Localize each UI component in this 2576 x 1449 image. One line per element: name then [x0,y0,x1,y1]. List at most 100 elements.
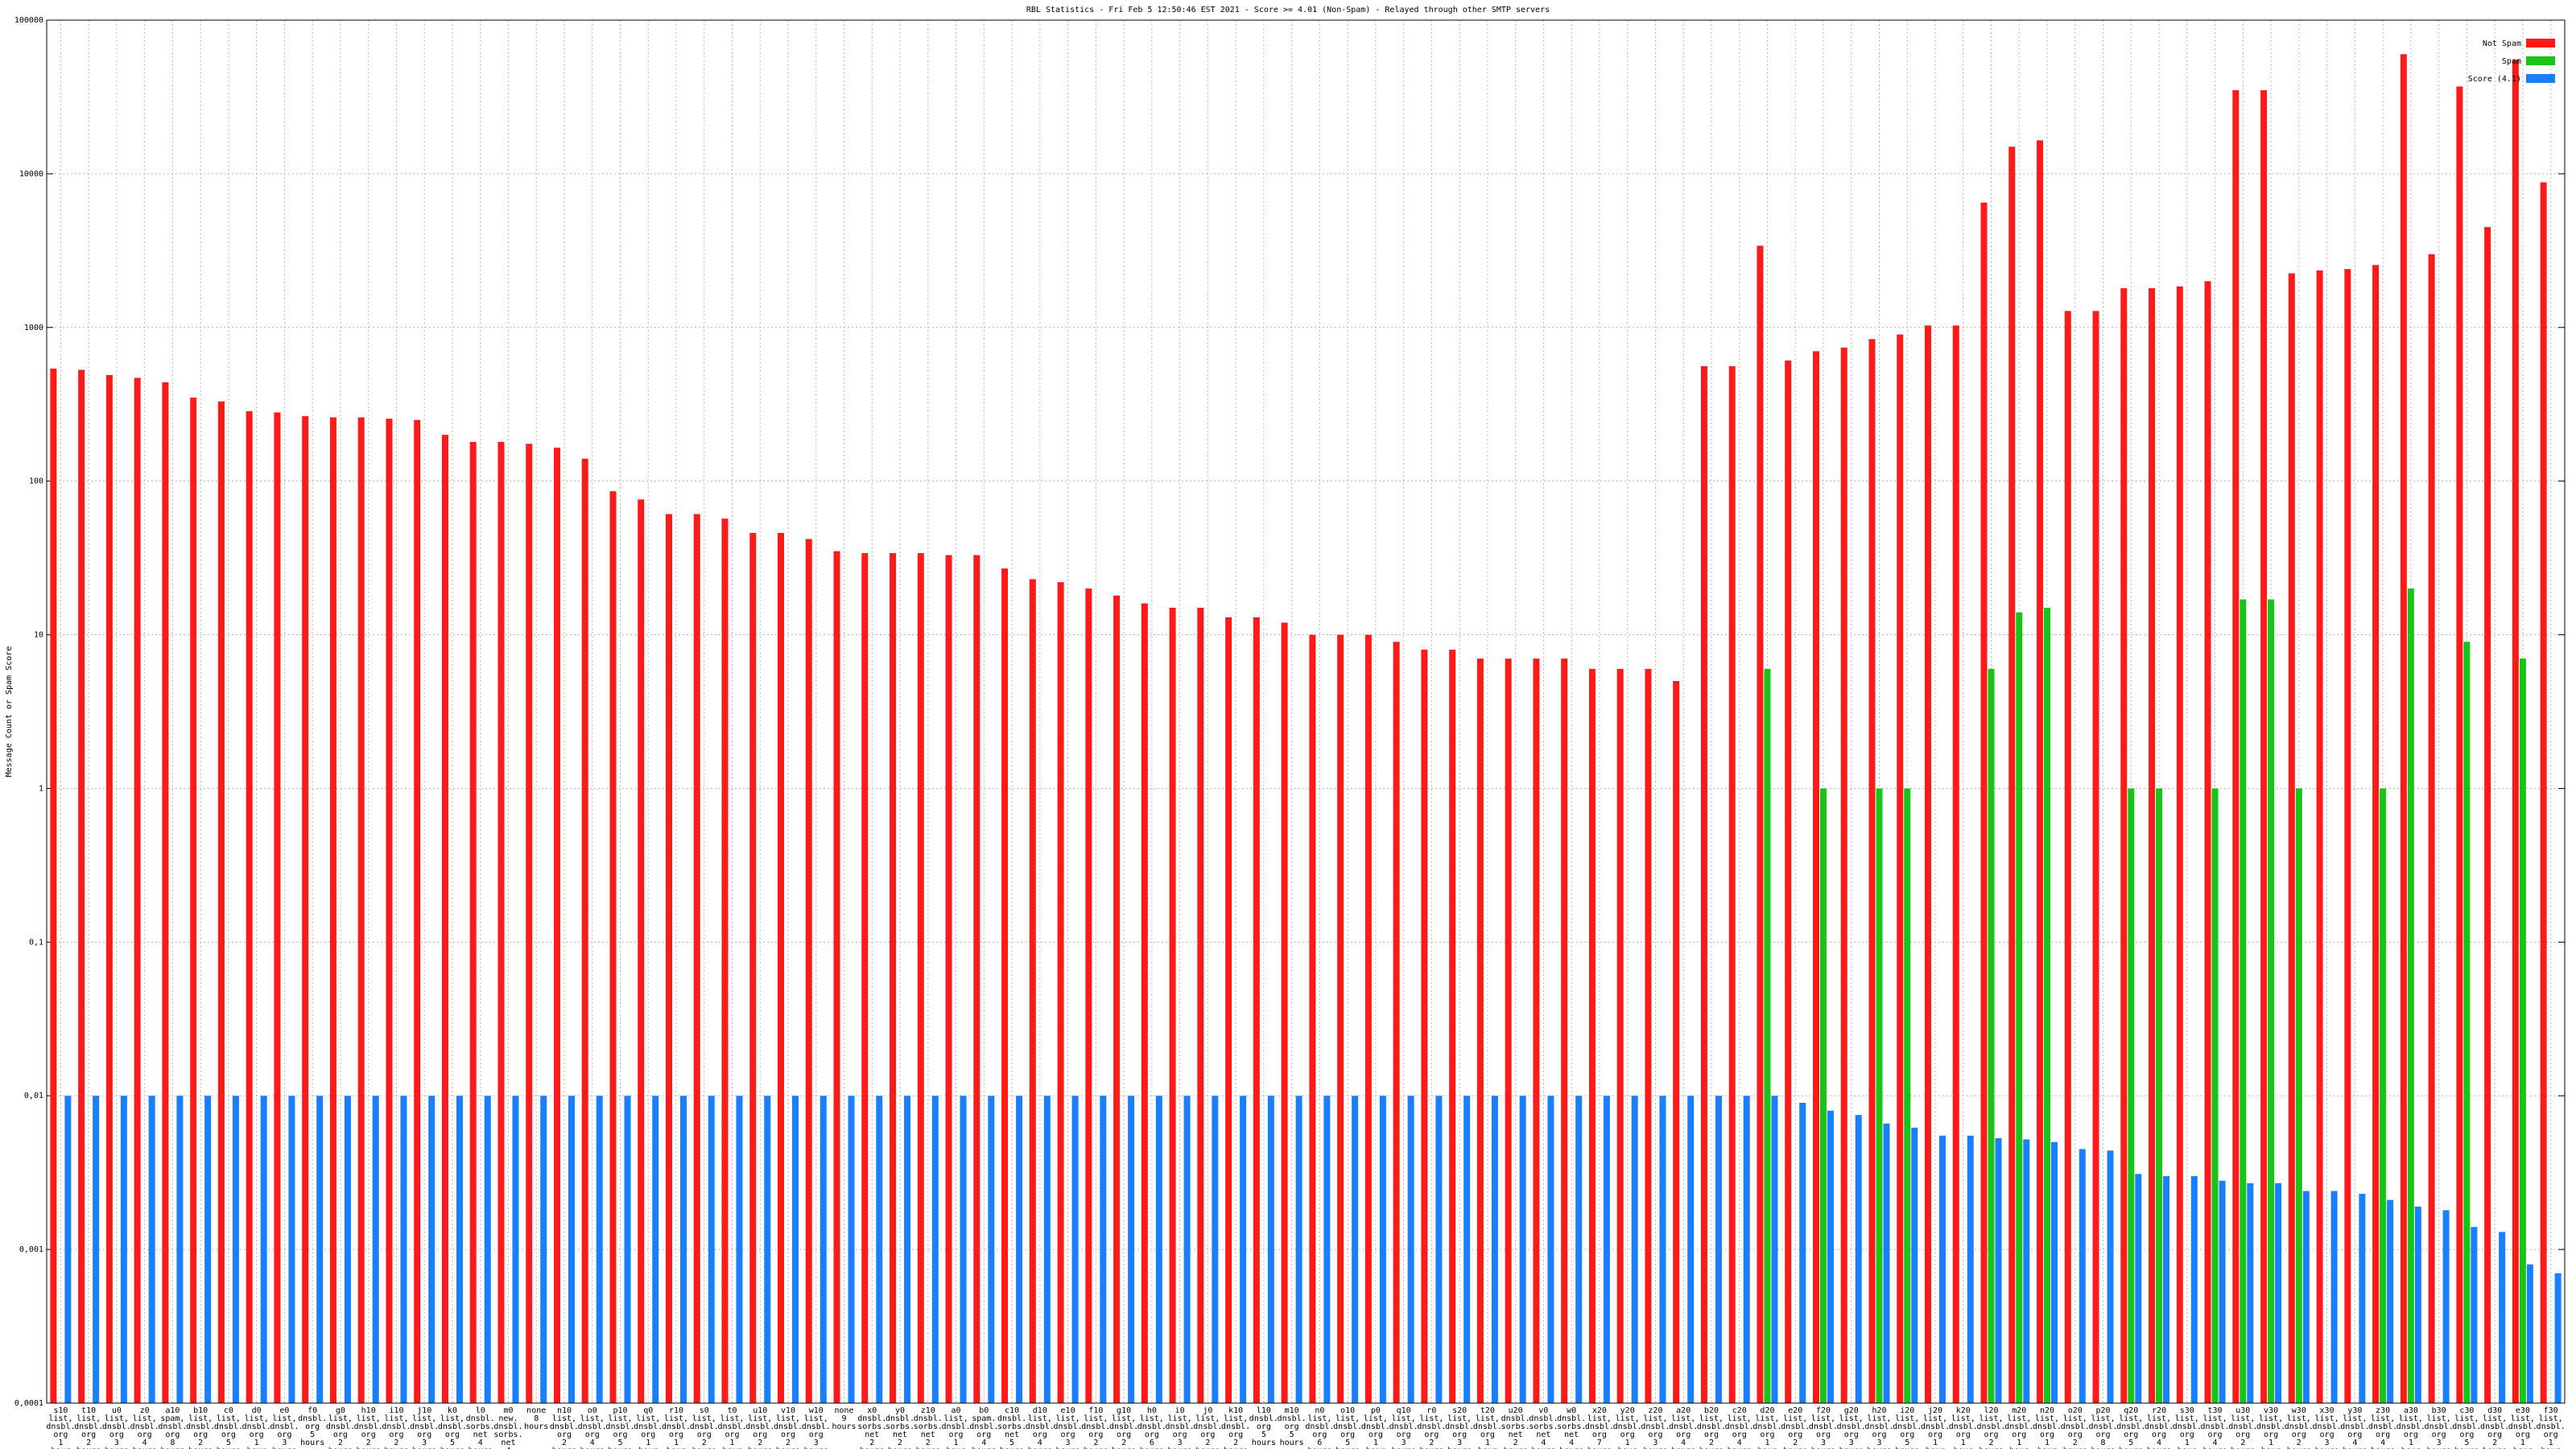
bar [2149,288,2156,1404]
bar [778,533,785,1403]
bar [693,514,700,1404]
bar [1155,1096,1162,1403]
bar [2190,1176,2198,1403]
bar [288,1096,295,1403]
bar [931,1096,939,1403]
bar [1100,1096,1107,1403]
chart-title: RBL Statistics - Fri Feb 5 12:50:46 EST … [1026,6,1550,14]
bar [357,417,365,1403]
bar [1169,607,1176,1403]
bar [973,555,980,1403]
bar [2156,788,2163,1403]
bar [1812,351,1819,1404]
bar [344,1096,351,1403]
bar [2499,1232,2506,1403]
bar [2232,90,2240,1403]
bar [1240,1096,1247,1403]
bar [1519,1096,1526,1403]
bar [2540,182,2547,1403]
bar [1183,1096,1191,1403]
bar [78,369,85,1404]
bar [2064,311,2071,1403]
bar [1197,607,1204,1403]
bar [1267,1096,1274,1403]
bar [1379,1096,1386,1403]
bar [1603,1096,1610,1403]
bar [2211,788,2219,1403]
bar [624,1096,631,1403]
bar [105,374,113,1403]
bar [456,1096,463,1403]
bar [1728,365,1736,1403]
bar [1393,642,1400,1403]
legend-swatch [2526,56,2555,65]
x-tick-label: m10 dnsbl. org 5 hours [1278,1406,1307,1447]
bar [2554,1273,2562,1403]
bar [917,553,924,1404]
y-tick-label: 10 [34,631,43,640]
bar [2380,788,2387,1403]
bar [2302,1191,2310,1403]
bar [1995,1137,2002,1403]
bar [2359,1194,2366,1403]
bar [2016,612,2023,1403]
bar [1323,1096,1331,1403]
bar [400,1096,407,1403]
bar [1687,1096,1695,1403]
bar [148,1096,155,1403]
bar [988,1096,995,1403]
bar [2051,1141,2058,1403]
bar [1967,1135,1974,1403]
bar [2260,90,2268,1403]
bar [120,1096,127,1403]
legend-label: Spam [2502,57,2521,66]
bar [2463,642,2471,1403]
bar [1016,1096,1023,1403]
bar [1673,681,1680,1403]
bar [1911,1127,1918,1403]
bar [246,411,253,1404]
legend-swatch [2526,39,2555,47]
bar [2247,1183,2254,1403]
bar [190,397,197,1404]
bar [1141,603,1148,1403]
bar [50,368,57,1403]
bar [2387,1199,2394,1403]
plot-frame [46,19,2566,1404]
bar [1533,658,1540,1403]
bar [260,1096,267,1403]
bar [1449,650,1456,1403]
